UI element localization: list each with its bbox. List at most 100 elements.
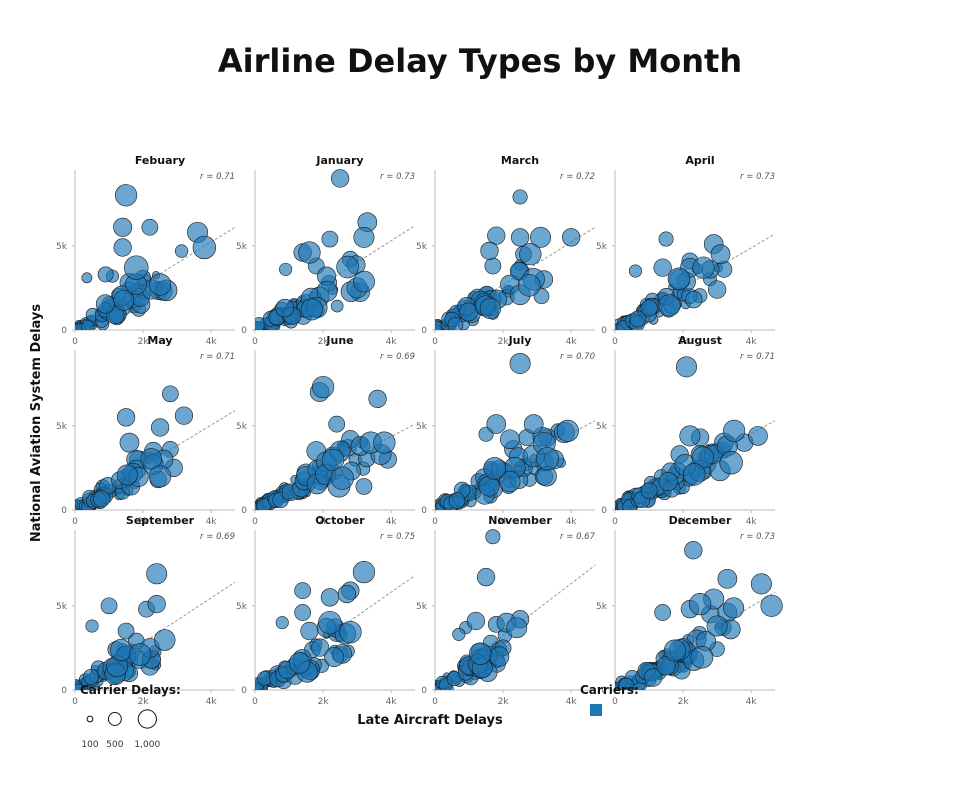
correlation-label: r = 0.71	[740, 352, 775, 362]
data-point	[311, 638, 330, 657]
panel-plot-area	[615, 231, 776, 330]
panel-title: September	[126, 514, 195, 527]
y-tick-label: 5k	[56, 602, 68, 612]
x-axis-title: Late Aircraft Delays	[357, 713, 503, 728]
panel-title: December	[669, 514, 732, 527]
panel-may: 0 2k 4k 0 5k May r = 0.71	[56, 334, 236, 527]
correlation-label: r = 0.71	[200, 352, 235, 362]
panel-title: October	[315, 514, 365, 527]
data-point	[353, 270, 375, 293]
panel-plot-area	[255, 561, 416, 690]
data-point	[97, 266, 114, 283]
data-point	[116, 464, 138, 486]
data-point	[658, 294, 681, 317]
panel-plot-area	[435, 352, 596, 510]
data-point	[336, 255, 359, 279]
x-tick-label: 4k	[206, 697, 218, 707]
panel-plot-area	[75, 563, 236, 690]
data-point	[149, 465, 172, 488]
data-point	[760, 594, 783, 617]
x-tick-label: 2k	[138, 697, 150, 707]
data-point	[174, 406, 194, 425]
x-tick-label: 2k	[498, 697, 510, 707]
data-point	[95, 294, 115, 314]
correlation-label: r = 0.71	[200, 172, 235, 182]
panel-title: June	[325, 334, 353, 347]
data-point	[114, 184, 138, 207]
panel-november: 0 2k 4k 0 5k November r = 0.67	[416, 514, 596, 707]
data-point	[684, 541, 703, 560]
data-point	[81, 320, 95, 330]
x-tick-label: 0	[432, 337, 438, 347]
x-tick-label: 0	[612, 697, 618, 707]
data-point	[316, 280, 338, 302]
data-point	[618, 677, 634, 690]
data-point	[658, 231, 674, 247]
x-tick-label: 4k	[206, 517, 218, 527]
x-tick-label: 4k	[206, 337, 218, 347]
data-point	[339, 620, 362, 644]
data-point	[487, 226, 506, 245]
data-point	[748, 426, 768, 446]
panel-april: 0 2k 4k 0 5k April r = 0.73	[596, 154, 776, 347]
size-legend-circle	[137, 709, 157, 729]
y-tick-label: 0	[61, 506, 67, 516]
data-point	[562, 228, 581, 247]
data-point	[654, 604, 672, 621]
data-point	[337, 584, 357, 604]
data-point	[161, 385, 179, 403]
data-point	[328, 415, 346, 433]
data-point	[288, 652, 311, 674]
panel-october: 0 2k 4k 0 5k October r = 0.75	[236, 514, 416, 707]
x-tick-label: 2k	[318, 337, 330, 347]
data-point	[448, 492, 466, 509]
y-tick-label: 0	[601, 686, 607, 696]
data-point	[140, 448, 162, 470]
size-legend-circle	[107, 712, 122, 726]
x-tick-label: 4k	[566, 337, 578, 347]
x-tick-label: 0	[72, 337, 78, 347]
y-tick-label: 0	[241, 506, 247, 516]
y-tick-label: 5k	[596, 242, 608, 252]
data-point	[530, 226, 552, 248]
data-point	[667, 267, 691, 291]
data-point	[476, 568, 496, 587]
x-tick-label: 4k	[386, 697, 398, 707]
y-tick-label: 5k	[416, 242, 428, 252]
y-tick-label: 5k	[56, 242, 68, 252]
data-point	[519, 243, 542, 266]
data-point	[717, 569, 738, 589]
data-point	[710, 244, 731, 265]
data-point	[719, 451, 743, 475]
data-point	[294, 604, 312, 621]
data-point	[128, 643, 152, 666]
data-point	[298, 241, 321, 264]
correlation-label: r = 0.72	[560, 172, 595, 182]
data-point	[192, 235, 217, 260]
x-tick-label: 4k	[746, 517, 758, 527]
data-point	[300, 298, 323, 321]
correlation-label: r = 0.73	[740, 172, 775, 182]
correlation-label: r = 0.67	[560, 532, 596, 542]
data-point	[690, 645, 714, 669]
data-point	[500, 429, 520, 450]
data-point	[321, 230, 339, 248]
x-tick-label: 4k	[746, 697, 758, 707]
color-legend-title: Carriers:	[580, 683, 639, 697]
data-point	[485, 529, 501, 545]
data-point	[640, 482, 658, 500]
x-tick-label: 4k	[386, 517, 398, 527]
panel-july: 0 2k 4k 0 5k July r = 0.70	[416, 334, 596, 527]
panel-title: August	[678, 334, 722, 347]
panel-plot-area	[435, 529, 596, 690]
panel-plot-area	[75, 385, 236, 510]
y-tick-label: 5k	[236, 242, 248, 252]
data-point	[81, 272, 93, 284]
page-title: Airline Delay Types by Month	[217, 42, 743, 80]
y-tick-label: 5k	[56, 422, 68, 432]
x-tick-label: 0	[252, 697, 258, 707]
data-point	[469, 642, 492, 665]
data-point	[113, 217, 133, 237]
panel-plot-area	[435, 189, 596, 330]
